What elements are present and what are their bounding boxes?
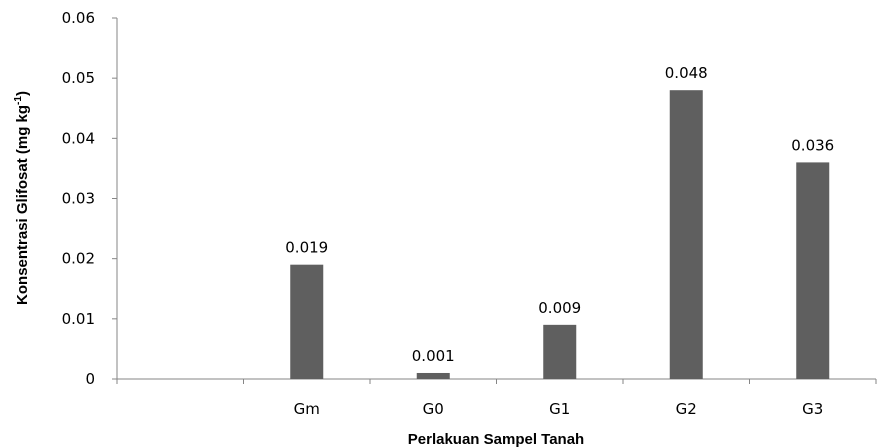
y-tick-label: 0.06 — [62, 9, 95, 27]
y-tick-label: 0.05 — [62, 69, 95, 87]
y-tick-label: 0.03 — [62, 190, 95, 208]
y-axis-title-end: ) — [14, 91, 31, 96]
bar-G0 — [416, 372, 450, 379]
category-label-G1: G1 — [549, 400, 570, 418]
y-axis-title: Konsentrasi Glifosat (mg kg-1) — [13, 91, 31, 305]
bars — [290, 90, 830, 379]
category-label-G3: G3 — [802, 400, 823, 418]
y-axis-title-superscript: -1 — [13, 96, 24, 105]
y-axis-title-main: Konsentrasi Glifosat (mg kg — [14, 105, 31, 305]
bar-G3 — [796, 162, 830, 379]
y-axis: 0 0.01 0.02 0.03 0.04 0.05 0.06 — [62, 9, 118, 388]
data-label-G3: 0.036 — [791, 136, 834, 154]
y-tick-label: 0.01 — [62, 310, 95, 328]
data-label-G1: 0.009 — [538, 299, 581, 317]
y-tick-label: 0.02 — [62, 250, 95, 268]
data-label-Gm: 0.019 — [285, 239, 328, 257]
x-axis — [116, 378, 877, 384]
bar-G1 — [543, 324, 577, 379]
data-label-G2: 0.048 — [665, 64, 708, 82]
bar-G2 — [669, 90, 703, 379]
data-label-G0: 0.001 — [412, 347, 455, 365]
y-tick-label: 0.04 — [62, 129, 95, 147]
category-label-Gm: Gm — [294, 400, 320, 418]
category-label-G0: G0 — [423, 400, 444, 418]
data-labels: 0.019 0.001 0.009 0.048 0.036 — [285, 64, 834, 365]
y-ticks: 0 0.01 0.02 0.03 0.04 0.05 0.06 — [62, 9, 117, 388]
bar-Gm — [290, 264, 324, 379]
x-ticks — [116, 379, 877, 384]
category-label-G2: G2 — [676, 400, 697, 418]
x-axis-title: Perlakuan Sampel Tanah — [408, 431, 584, 448]
category-labels: Gm G0 G1 G2 G3 — [294, 400, 824, 418]
y-tick-label: 0 — [85, 370, 95, 388]
